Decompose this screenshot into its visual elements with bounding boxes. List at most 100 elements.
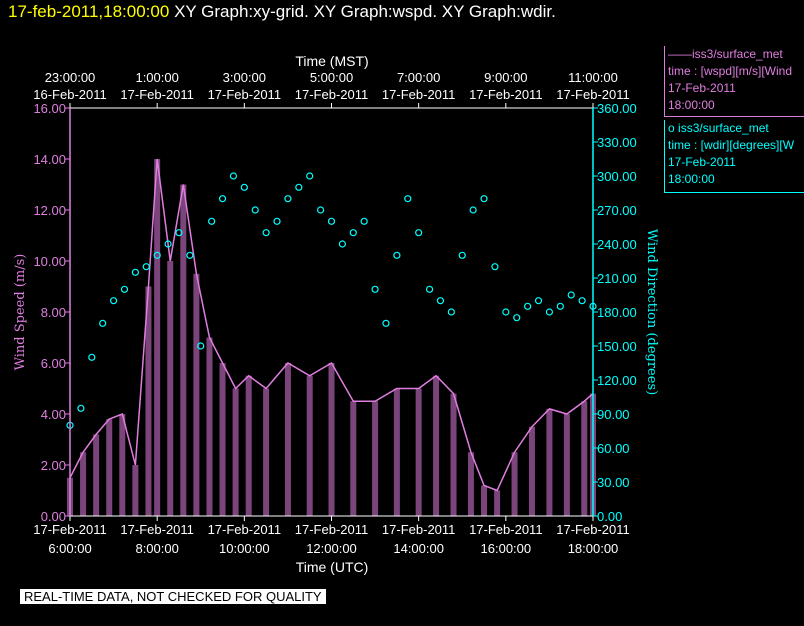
wdir-point bbox=[556, 302, 564, 310]
right-tick-label: 360.00 bbox=[597, 101, 637, 116]
wdir-point bbox=[197, 342, 205, 350]
wdir-point bbox=[153, 251, 161, 259]
wdir-point bbox=[175, 229, 183, 237]
top-tick-time: 11:00:00 bbox=[568, 70, 618, 85]
legend-wdir-name: o iss3/surface_met bbox=[668, 121, 769, 135]
legend-wspd-name: ——iss3/surface_met bbox=[668, 47, 783, 61]
bottom-tick-time: 18:00:00 bbox=[568, 541, 619, 556]
bottom-tick-time: 16:00:00 bbox=[481, 541, 532, 556]
wdir-point bbox=[262, 229, 270, 237]
top-tick-date: 16-Feb-2011 bbox=[33, 87, 106, 102]
wdir-point bbox=[458, 251, 466, 259]
legend-wdir-date: 17-Feb-2011 bbox=[668, 155, 736, 169]
right-tick-label: 60.00 bbox=[597, 441, 630, 456]
wdir-point bbox=[306, 172, 314, 180]
bottom-tick-date: 17-Feb-2011 bbox=[556, 522, 629, 537]
bottom-tick-date: 17-Feb-2011 bbox=[33, 522, 106, 537]
bottom-tick-date: 17-Feb-2011 bbox=[382, 522, 455, 537]
wdir-point bbox=[567, 291, 575, 299]
wdir-point bbox=[131, 268, 139, 276]
top-tick-date: 17-Feb-2011 bbox=[382, 87, 455, 102]
timestamp: 17-feb-2011,18:00:00 bbox=[8, 2, 170, 21]
right-tick-label: 30.00 bbox=[597, 475, 630, 490]
legend-wdir-time: 18:00:00 bbox=[668, 172, 715, 186]
top-tick-time: 5:00:00 bbox=[310, 70, 353, 85]
top-tick-date: 17-Feb-2011 bbox=[208, 87, 281, 102]
bottom-tick-date: 17-Feb-2011 bbox=[469, 522, 542, 537]
top-axis-label: Time (MST) bbox=[295, 53, 368, 69]
legend-wspd-date: 17-Feb-2011 bbox=[668, 81, 736, 95]
wdir-point bbox=[240, 183, 248, 191]
top-tick-time: 23:00:00 bbox=[45, 70, 96, 85]
wdir-point bbox=[480, 195, 488, 203]
wdir-point bbox=[513, 314, 521, 322]
left-tick-label: 6.00 bbox=[41, 356, 66, 371]
bottom-tick-time: 12:00:00 bbox=[306, 541, 357, 556]
wdir-point bbox=[382, 319, 390, 327]
wdir-point bbox=[327, 217, 336, 225]
wdir-point bbox=[415, 229, 423, 237]
bottom-tick-time: 6:00:00 bbox=[48, 541, 91, 556]
right-tick-label: 0.00 bbox=[597, 509, 622, 524]
wdir-point bbox=[502, 308, 510, 316]
bottom-tick-date: 17-Feb-2011 bbox=[208, 522, 281, 537]
wdir-point bbox=[295, 183, 303, 191]
wdir-point bbox=[88, 353, 96, 361]
left-tick-label: 16.00 bbox=[33, 101, 66, 116]
right-tick-label: 210.00 bbox=[597, 271, 637, 286]
wdir-point bbox=[208, 217, 216, 225]
wdir-point bbox=[142, 263, 150, 271]
bottom-tick-date: 17-Feb-2011 bbox=[120, 522, 193, 537]
wdir-point bbox=[534, 297, 543, 305]
wdir-point bbox=[425, 285, 434, 293]
left-tick-label: 14.00 bbox=[33, 152, 66, 167]
wdir-point bbox=[524, 302, 532, 310]
quality-note: REAL-TIME DATA, NOT CHECKED FOR QUALITY bbox=[20, 589, 326, 604]
wdir-point bbox=[229, 172, 238, 180]
right-tick-label: 330.00 bbox=[597, 135, 637, 150]
top-tick-date: 17-Feb-2011 bbox=[295, 87, 368, 102]
line-marker-icon: —— bbox=[668, 47, 692, 61]
wdir-point bbox=[164, 240, 172, 248]
top-tick-time: 1:00:00 bbox=[135, 70, 178, 85]
axes-layer: 0.00 2.00 4.00 6.00 8.00 10.00 12.00 14.00 16.00… bbox=[33, 70, 637, 556]
graph-list: XY Graph:xy-grid. XY Graph:wspd. XY Grap… bbox=[174, 2, 556, 21]
wdir-point bbox=[469, 206, 477, 214]
left-tick-label: 2.00 bbox=[41, 458, 66, 473]
wdir-point bbox=[491, 263, 499, 271]
legend-wspd-var: time : [wspd][m/s][Wind bbox=[668, 64, 793, 78]
wdir-point bbox=[109, 297, 118, 305]
wdir-point bbox=[186, 251, 194, 259]
top-tick-date: 17-Feb-2011 bbox=[556, 87, 629, 102]
wdir-point bbox=[436, 297, 445, 305]
left-axis-label: Wind Speed (m/s) bbox=[13, 254, 28, 371]
bottom-tick-time: 10:00:00 bbox=[219, 541, 270, 556]
left-tick-label: 10.00 bbox=[33, 254, 66, 269]
legend-wdir: o iss3/surface_met time : [wdir][degrees… bbox=[664, 120, 804, 193]
wdir-point bbox=[447, 308, 455, 316]
bottom-tick-time: 8:00:00 bbox=[135, 541, 178, 556]
legend-wspd: ——iss3/surface_met time : [wspd][m/s][Wi… bbox=[664, 46, 804, 117]
wdir-point bbox=[360, 217, 368, 225]
legend-wdir-var: time : [wdir][degrees][W bbox=[668, 138, 795, 152]
wdir-point bbox=[284, 195, 292, 203]
right-tick-label: 240.00 bbox=[597, 237, 637, 252]
right-tick-label: 90.00 bbox=[597, 407, 630, 422]
bottom-tick-time: 14:00:00 bbox=[393, 541, 444, 556]
left-tick-label: 8.00 bbox=[41, 305, 66, 320]
left-tick-label: 12.00 bbox=[33, 203, 66, 218]
legend-wspd-time: 18:00:00 bbox=[668, 98, 715, 112]
wdir-point bbox=[120, 285, 129, 293]
top-tick-time: 7:00:00 bbox=[397, 70, 440, 85]
left-tick-label: 4.00 bbox=[41, 407, 66, 422]
wdir-point bbox=[404, 195, 412, 203]
wdir-point bbox=[218, 195, 227, 203]
wdir-point bbox=[393, 251, 401, 259]
top-tick-time: 3:00:00 bbox=[223, 70, 266, 85]
wdir-point bbox=[349, 229, 357, 237]
top-tick-date: 17-Feb-2011 bbox=[120, 87, 193, 102]
wdir-point bbox=[371, 285, 379, 293]
right-axis-label: Wind Direction (degrees) bbox=[644, 229, 659, 395]
right-tick-label: 150.00 bbox=[597, 339, 637, 354]
